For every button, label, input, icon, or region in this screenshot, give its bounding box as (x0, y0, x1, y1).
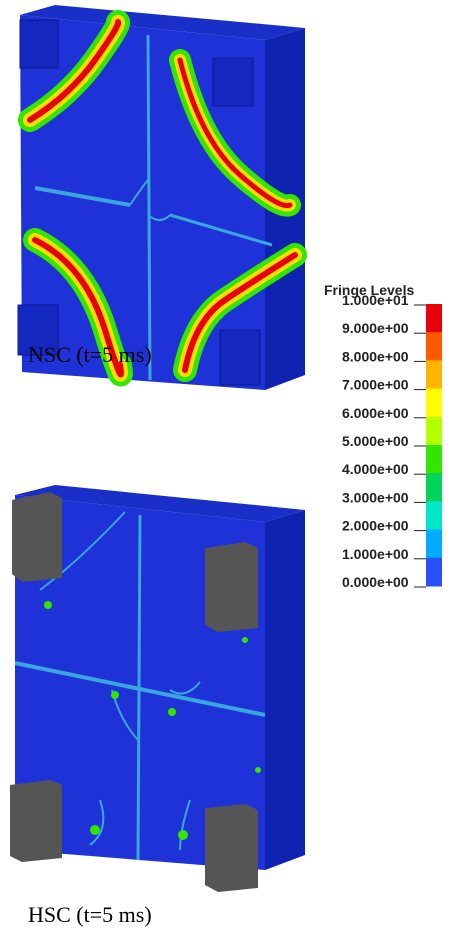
level-label: 2.000e+00 (342, 518, 409, 534)
caption: HSC (t=5 ms) (28, 902, 152, 927)
level-label: 9.000e+00 (342, 320, 409, 336)
level-label: 5.000e+00 (342, 433, 409, 449)
color-band (426, 530, 442, 559)
level-label: 6.000e+00 (342, 405, 409, 421)
level-label: 3.000e+00 (342, 489, 409, 505)
legend: 1.000e+01 9.000e+00 8.000e+00 7.000e+00 6.00… (342, 292, 442, 590)
level-label: 1.000e+00 (342, 546, 409, 562)
color-band (426, 558, 442, 587)
hsc-plate (10, 485, 305, 892)
color-band (426, 417, 442, 446)
color-band (426, 473, 442, 502)
color-band (426, 501, 442, 530)
level-label: 7.000e+00 (342, 377, 409, 393)
level-label: 0.000e+00 (342, 574, 409, 590)
level-label: 8.000e+00 (342, 348, 409, 364)
figure: NSC (t=5 ms) HSC (t=5 ms) Fringe Levels … (0, 0, 475, 932)
caption: NSC (t=5 ms) (28, 342, 152, 367)
level-label: 4.000e+00 (342, 461, 409, 477)
color-band (426, 445, 442, 474)
level-label: 1.000e+01 (342, 292, 409, 308)
color-band (426, 389, 442, 418)
color-band (426, 332, 442, 361)
nsc-plate (18, 5, 305, 390)
color-band (426, 360, 442, 389)
color-band (426, 304, 442, 333)
